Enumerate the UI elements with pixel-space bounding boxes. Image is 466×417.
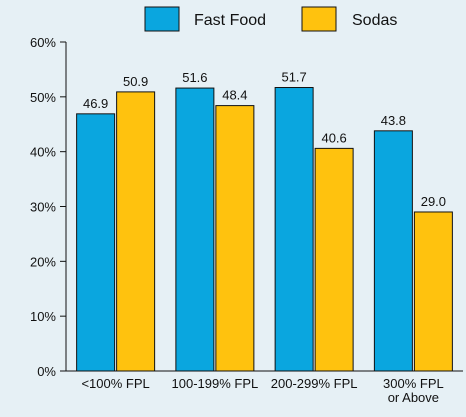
bar-fast-food [373,130,413,372]
bar-sodas [314,147,354,372]
legend-item-sodas: Sodas [301,6,397,32]
data-label-sodas: 40.6 [321,130,346,145]
data-label-fast-food: 46.9 [83,96,108,111]
legend-swatch [144,6,180,32]
data-label-sodas: 48.4 [222,88,247,103]
bar-fast-food [274,87,314,372]
data-label-fast-food: 51.7 [281,70,306,85]
x-tick-label: 300% FPL or Above [383,376,444,405]
bar-fast-food [175,87,215,372]
data-label-sodas: 29.0 [421,194,446,209]
bar-fast-food [76,113,116,372]
y-tick-label: 30% [30,200,56,215]
data-label-sodas: 50.9 [123,74,148,89]
legend-item-fast-food: Fast Food [144,6,266,32]
data-labels: 46.9 50.9 51.6 48.4 51.7 40.6 43.8 29.0 [83,70,446,209]
y-tick-label: 40% [30,145,56,160]
bar-sodas [413,211,453,372]
x-tick-label: 200-299% FPL [271,376,358,391]
y-tick-label: 20% [30,254,56,269]
bar-sodas [116,91,156,372]
legend-label: Fast Food [194,12,266,29]
x-tick-label: <100% FPL [81,376,149,391]
category-labels: <100% FPL 100-199% FPL 200-299% FPL 300% FP… [81,376,443,405]
y-tick-label: 50% [30,90,56,105]
y-tick-label: 60% [30,35,56,50]
legend-swatch [301,6,337,32]
y-axis: 0% 10% 20% 30% 40% 50% 60% [30,35,67,379]
data-label-fast-food: 51.6 [182,70,207,85]
y-tick-label: 0% [37,364,56,379]
bars [76,87,453,372]
x-tick-label: 100-199% FPL [172,376,259,391]
data-label-fast-food: 43.8 [381,113,406,128]
bar-sodas [215,105,255,372]
legend: Fast Food Sodas [144,6,397,32]
y-tick-label: 10% [30,309,56,324]
legend-label: Sodas [352,12,397,29]
